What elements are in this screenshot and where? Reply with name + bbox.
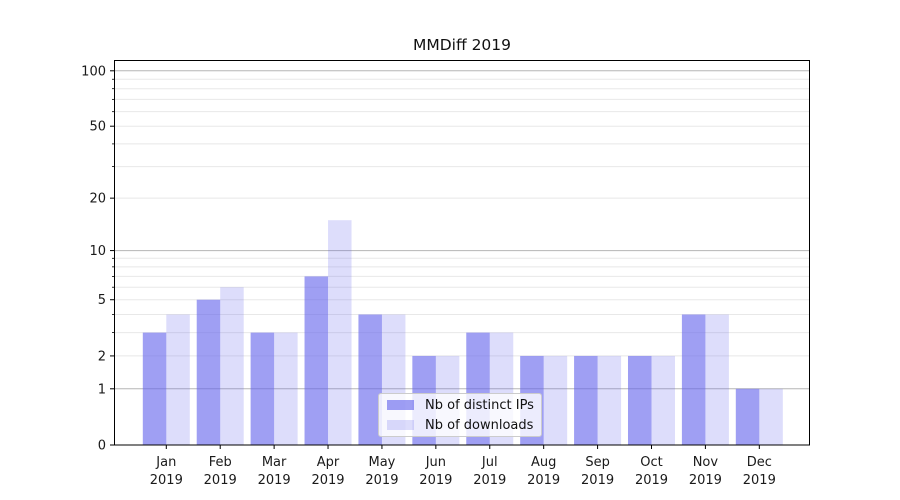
x-tick-label-year: 2019 [581, 473, 614, 488]
bar-oct-distinct-ips [627, 355, 652, 445]
x-tick-label-month: Dec [747, 455, 772, 470]
bar-nov-downloads [705, 314, 729, 445]
x-tick-label-year: 2019 [311, 473, 344, 488]
bar-oct-downloads [651, 355, 675, 445]
chart-title: MMDiff 2019 [412, 36, 512, 54]
bar-dec-downloads [759, 388, 783, 445]
x-tick-label-month: Jun [425, 455, 446, 470]
y-tick-label: 2 [98, 349, 106, 364]
bar-feb-distinct-ips [196, 299, 221, 445]
x-tick-label-year: 2019 [689, 473, 722, 488]
y-tick-label: 5 [98, 293, 106, 308]
x-tick-label-month: Feb [209, 455, 232, 470]
legend-label-distinct-ips: Nb of distinct IPs [425, 397, 534, 413]
bar-apr-downloads [328, 220, 352, 445]
bar-may-distinct-ips [358, 314, 382, 445]
x-tick-label-month: Mar [262, 455, 287, 470]
x-tick-label-year: 2019 [527, 473, 560, 488]
x-tick-label-month: Oct [640, 455, 662, 470]
x-tick-label-month: Nov [693, 455, 719, 470]
x-tick-label-year: 2019 [473, 473, 506, 488]
y-tick-label: 20 [89, 192, 106, 207]
legend-swatch-distinct-ips [387, 400, 414, 410]
bar-nov-distinct-ips [681, 314, 706, 445]
x-tick-label-year: 2019 [419, 473, 452, 488]
legend-swatch-downloads [387, 420, 414, 430]
legend-label-downloads: Nb of downloads [425, 417, 534, 433]
y-tick-label: 1 [98, 382, 106, 397]
x-tick-label-year: 2019 [150, 473, 183, 488]
x-tick-label-month: Jan [155, 455, 176, 470]
bar-mar-downloads [274, 332, 298, 445]
bar-mar-distinct-ips [250, 332, 275, 445]
legend-item-distinct-ips: Nb of distinct IPs [385, 398, 535, 413]
x-tick-label-year: 2019 [365, 473, 398, 488]
legend: Nb of distinct IPs Nb of downloads [378, 393, 542, 437]
plot-border [114, 60, 810, 446]
x-tick-label-month: May [368, 455, 395, 470]
x-tick-label-month: Aug [531, 455, 556, 470]
x-tick-label-year: 2019 [635, 473, 668, 488]
x-tick-label-year: 2019 [258, 473, 291, 488]
bar-feb-downloads [220, 287, 244, 445]
x-tick-label-month: Apr [317, 455, 340, 470]
bar-sep-downloads [597, 355, 622, 445]
bar-jan-downloads [166, 314, 190, 445]
bar-aug-downloads [543, 355, 568, 445]
x-tick-label-year: 2019 [743, 473, 776, 488]
bar-sep-distinct-ips [574, 355, 598, 445]
bar-jan-distinct-ips [142, 332, 167, 445]
y-tick-label: 50 [89, 120, 106, 135]
x-tick-label-month: Sep [585, 455, 610, 470]
x-tick-label-month: Jul [481, 455, 498, 470]
legend-item-downloads: Nb of downloads [385, 418, 535, 433]
y-tick-label: 10 [89, 244, 106, 259]
y-tick-label: 0 [98, 439, 106, 454]
y-tick-label: 100 [81, 64, 106, 79]
x-tick-label-year: 2019 [204, 473, 237, 488]
bar-dec-distinct-ips [735, 388, 760, 445]
bar-apr-distinct-ips [304, 276, 329, 445]
